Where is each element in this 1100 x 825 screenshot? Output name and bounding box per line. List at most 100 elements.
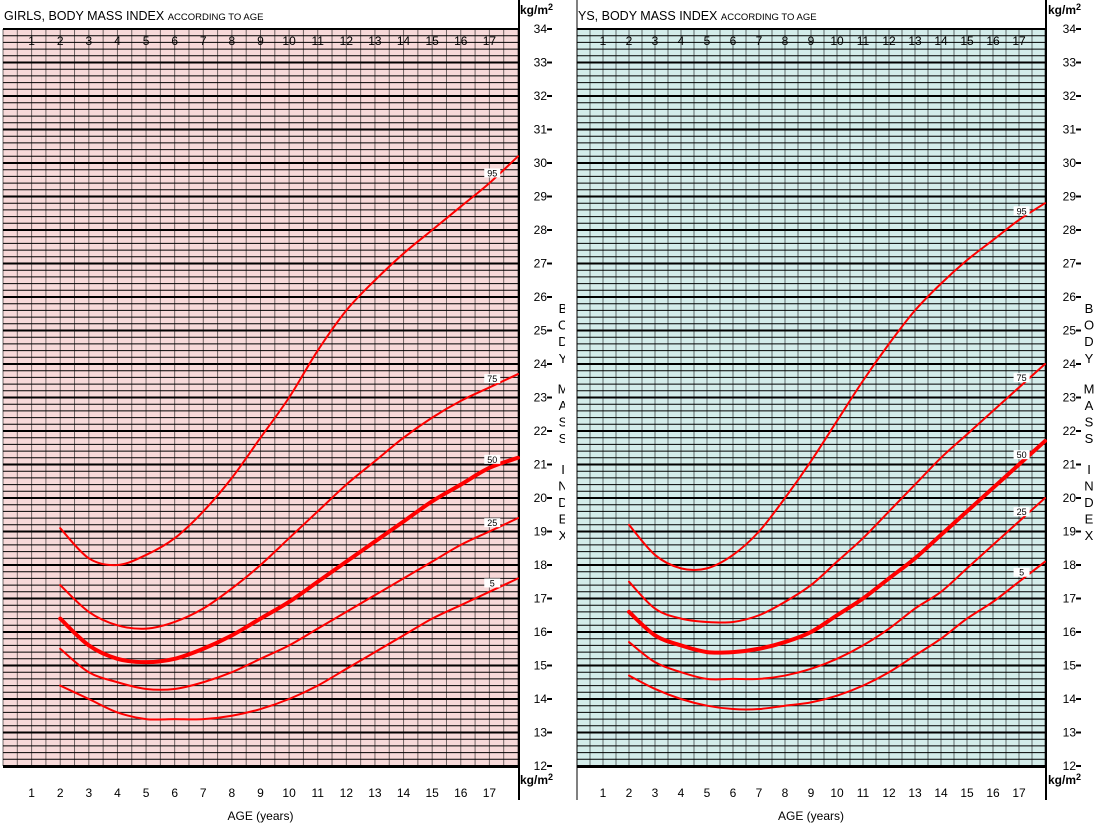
- y-unit-label-bottom: kg/m2: [520, 772, 553, 787]
- x-tick-label: 5: [704, 786, 711, 800]
- percentile-curve-95: [59, 155, 519, 567]
- x-tick-label: 5: [143, 786, 150, 800]
- y-axis-title-letter: O: [558, 318, 568, 333]
- y-axis-title-letter: M: [558, 381, 569, 396]
- percentile-label-5: 5: [490, 578, 495, 588]
- x-tick-label: 16: [986, 786, 1000, 800]
- y-axis-title-letter: X: [1085, 528, 1094, 543]
- y-tick-label: 23: [534, 391, 548, 405]
- percentile-label-75: 75: [487, 374, 497, 384]
- y-tick-label: 15: [1063, 659, 1077, 673]
- x-tick-label-top: 12: [882, 34, 896, 48]
- y-axis-line: [1045, 0, 1047, 800]
- x-tick-label-top: 2: [626, 34, 633, 48]
- y-tick-label: 27: [1063, 257, 1077, 271]
- y-axis-title-letter: D: [558, 334, 567, 349]
- x-tick-label: 11: [857, 786, 870, 800]
- x-tick-label: 15: [425, 786, 439, 800]
- y-axis-title-letter: A: [1085, 398, 1094, 413]
- percentile-curves: 95 75 50 25 5: [58, 155, 520, 721]
- y-tick-label: 12: [534, 759, 548, 773]
- y-axis-title-letter: S: [559, 415, 568, 430]
- percentile-label-bg: [1013, 373, 1030, 383]
- y-axis-title-letter: I: [561, 462, 565, 477]
- y-tick-label: 14: [534, 692, 548, 706]
- x-tick-label-top: 1: [600, 34, 607, 48]
- y-tick-label: 25: [1063, 324, 1077, 338]
- x-tick-label-top: 6: [171, 34, 178, 48]
- y-tick-label: 23: [1063, 391, 1077, 405]
- y-tick-label: 19: [1063, 525, 1077, 539]
- percentile-curve-95: [628, 202, 1046, 572]
- x-tick-label-top: 13: [368, 34, 382, 48]
- chart-subtitle: ACCORDING TO AGE: [721, 12, 817, 23]
- x-tick-label-top: 5: [143, 34, 150, 48]
- y-axis-title-letter: S: [1085, 415, 1094, 430]
- y-tick-label: 30: [1063, 156, 1077, 170]
- y-axis-title-letter: X: [559, 528, 568, 543]
- x-tick-label: 2: [626, 786, 633, 800]
- x-tick-label-top: 15: [960, 34, 974, 48]
- x-tick-label-top: 13: [908, 34, 922, 48]
- y-axis-line: [518, 0, 520, 800]
- y-axis-title-letter: Y: [1085, 351, 1094, 366]
- x-tick-label-top: 16: [986, 34, 1000, 48]
- percentile-curves: 95 75 50 25 5: [627, 202, 1047, 711]
- y-tick-label: 12: [1063, 759, 1077, 773]
- x-tick-label-top: 7: [756, 34, 763, 48]
- x-tick-label: 11: [311, 786, 324, 800]
- y-tick-label: 31: [534, 123, 548, 137]
- x-tick-label: 17: [483, 786, 497, 800]
- y-tick-label: 30: [534, 156, 548, 170]
- y-tick-label: 25: [534, 324, 548, 338]
- x-tick-label: 8: [782, 786, 789, 800]
- chart-subtitle: ACCORDING TO AGE: [168, 12, 264, 23]
- x-tick-label-top: 10: [282, 34, 296, 48]
- y-tick-label: 15: [534, 659, 548, 673]
- percentile-label-bg: [1013, 206, 1030, 216]
- x-tick-label: 13: [908, 786, 922, 800]
- percentile-curve-50: [627, 439, 1047, 655]
- x-tick-label: 2: [57, 786, 64, 800]
- y-tick-label: 18: [534, 558, 548, 572]
- x-tick-label-top: 10: [830, 34, 844, 48]
- y-tick-label: 16: [534, 625, 548, 639]
- x-tick-label-top: 8: [229, 34, 236, 48]
- x-tick-label: 1: [600, 786, 607, 800]
- percentile-curve-50: [58, 455, 520, 665]
- x-tick-label-top: 5: [704, 34, 711, 48]
- y-axis-title-letter: B: [1085, 301, 1094, 316]
- grid: [2, 28, 519, 767]
- y-tick-label: 33: [1063, 56, 1077, 70]
- x-tick-label-top: 4: [678, 34, 685, 48]
- x-tick-label-top: 6: [730, 34, 737, 48]
- percentile-label-95: 95: [487, 168, 497, 178]
- chart-title: YS, BODY MASS INDEX ACCORDING TO AGE: [578, 9, 817, 23]
- x-tick-label-top: 17: [483, 34, 497, 48]
- x-tick-label-top: 16: [454, 34, 468, 48]
- percentile-label-95: 95: [1017, 206, 1027, 216]
- y-unit-label-bottom: kg/m2: [1048, 772, 1081, 787]
- y-tick-label: 24: [534, 357, 548, 371]
- girls-bmi-chart: 1122334455667788991010111112121313141415…: [2, 0, 569, 823]
- grid: [576, 28, 1046, 767]
- y-tick-label: 28: [534, 223, 548, 237]
- percentile-label-5: 5: [1019, 568, 1024, 578]
- chart-title: GIRLS, BODY MASS INDEX ACCORDING TO AGE: [4, 9, 263, 23]
- percentile-label-bg: [484, 518, 501, 528]
- y-tick-label: 18: [1063, 558, 1077, 572]
- x-tick-label-top: 9: [808, 34, 815, 48]
- y-tick-label: 22: [534, 424, 548, 438]
- percentile-label-25: 25: [487, 518, 497, 528]
- x-tick-label-top: 3: [85, 34, 92, 48]
- y-tick-label: 21: [1063, 458, 1077, 472]
- y-axis-title-letter: O: [1084, 318, 1094, 333]
- x-axis-title: AGE (years): [778, 809, 844, 823]
- y-axis-title-letter: E: [559, 512, 568, 527]
- y-tick-label: 24: [1063, 357, 1077, 371]
- y-tick-label: 32: [534, 89, 548, 103]
- x-tick-label: 14: [397, 786, 411, 800]
- percentile-label-bg: [484, 374, 501, 384]
- x-tick-label: 3: [652, 786, 659, 800]
- x-tick-label: 3: [85, 786, 92, 800]
